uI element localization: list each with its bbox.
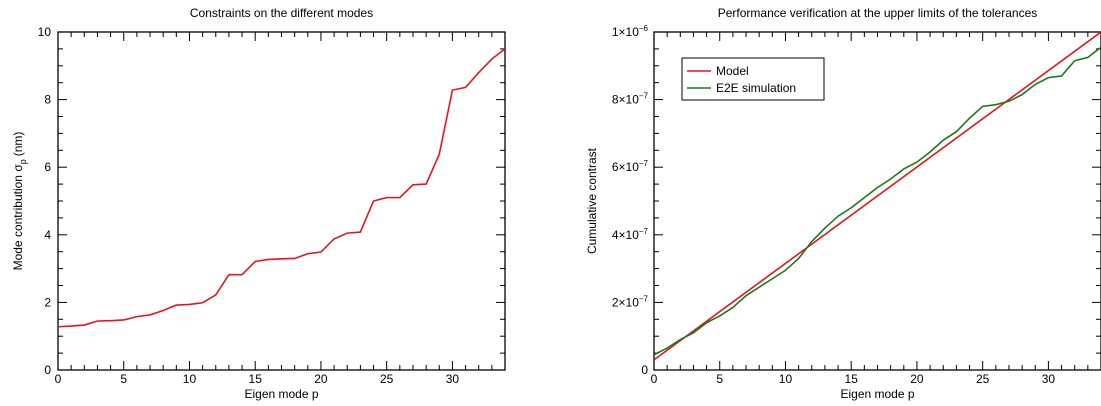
- right-x-tick-label: 30: [1042, 372, 1056, 386]
- legend-box: [681, 57, 825, 101]
- right-y-tick-mantissa: 2×10: [612, 295, 639, 309]
- left-chart-title: Constraints on the different modes: [190, 6, 373, 20]
- legend-label-e2e-simulation: E2E simulation: [716, 81, 796, 95]
- right-y-axis-label-main: Cumulative contrast: [585, 147, 599, 254]
- right-y-tick-label: 8×10−7: [612, 92, 649, 107]
- left-x-axis-label: Eigen mode p: [244, 387, 318, 401]
- right-y-tick-label: 0: [641, 363, 648, 377]
- left-x-tick-label: 20: [314, 372, 328, 386]
- right-x-axis-label: Eigen mode p: [840, 387, 914, 401]
- right-x-tick-label: 20: [910, 372, 924, 386]
- right-y-tick-label: 1×10−6: [612, 24, 649, 39]
- right-y-tick-exponent: −7: [639, 294, 649, 303]
- left-y-tick-label: 6: [44, 160, 51, 174]
- left-x-tick-label: 10: [183, 372, 197, 386]
- right-x-tick-label: 25: [976, 372, 990, 386]
- right-x-tick-label: 0: [651, 372, 658, 386]
- right-series-line-e2e-simulation: [654, 46, 1101, 356]
- right-y-tick-mantissa: 1×10: [612, 25, 639, 39]
- right-chart-title: Performance verification at the upper li…: [718, 6, 1038, 20]
- left-x-tick-label: 0: [55, 372, 62, 386]
- right-chart: Performance verification at the upper li…: [585, 6, 1101, 401]
- left-chart: Constraints on the different modes 0 5 10 15…: [11, 6, 506, 401]
- left-y-tick-label: 8: [44, 93, 51, 107]
- left-y-tick-label: 2: [44, 295, 51, 309]
- right-y-tick-mantissa: 4×10: [612, 228, 639, 242]
- right-y-tick-exponent: −6: [639, 24, 649, 33]
- left-y-tick-label: 10: [38, 25, 52, 39]
- legend-label-model: Model: [716, 64, 749, 78]
- left-y-tick-label: 0: [44, 363, 51, 377]
- left-y-axis-label-unit: (nm): [11, 132, 25, 157]
- left-series-line-series-0: [58, 48, 505, 328]
- right-y-axis-label: Cumulative contrast: [585, 147, 599, 254]
- left-x-tick-label: 30: [446, 372, 460, 386]
- left-y-axis-label-subscript: p: [18, 159, 28, 164]
- right-x-tick-label: 15: [845, 372, 859, 386]
- left-y-axis-label: Mode contribution σp (nm): [11, 132, 28, 271]
- left-x-tick-label: 15: [249, 372, 263, 386]
- left-x-tick-label: 5: [120, 372, 127, 386]
- right-y-tick-label: 2×10−7: [612, 294, 649, 309]
- right-y-tick-label: 4×10−7: [612, 227, 649, 242]
- right-y-tick-label: 6×10−7: [612, 159, 649, 174]
- right-series-line-model: [654, 32, 1101, 361]
- right-x-tick-label: 10: [779, 372, 793, 386]
- right-y-tick-exponent: −7: [639, 227, 649, 236]
- right-y-tick-mantissa: 8×10: [612, 93, 639, 107]
- left-y-axis-label-main: Mode contribution σ: [11, 164, 25, 271]
- right-x-tick-label: 5: [716, 372, 723, 386]
- left-y-tick-label: 4: [44, 228, 51, 242]
- right-y-tick-mantissa: 6×10: [612, 160, 639, 174]
- right-y-tick-exponent: −7: [639, 159, 649, 168]
- right-legend: Model E2E simulation: [681, 57, 825, 101]
- right-y-tick-mantissa: 0: [641, 363, 648, 377]
- right-y-tick-exponent: −7: [639, 92, 649, 101]
- left-x-tick-label: 25: [380, 372, 394, 386]
